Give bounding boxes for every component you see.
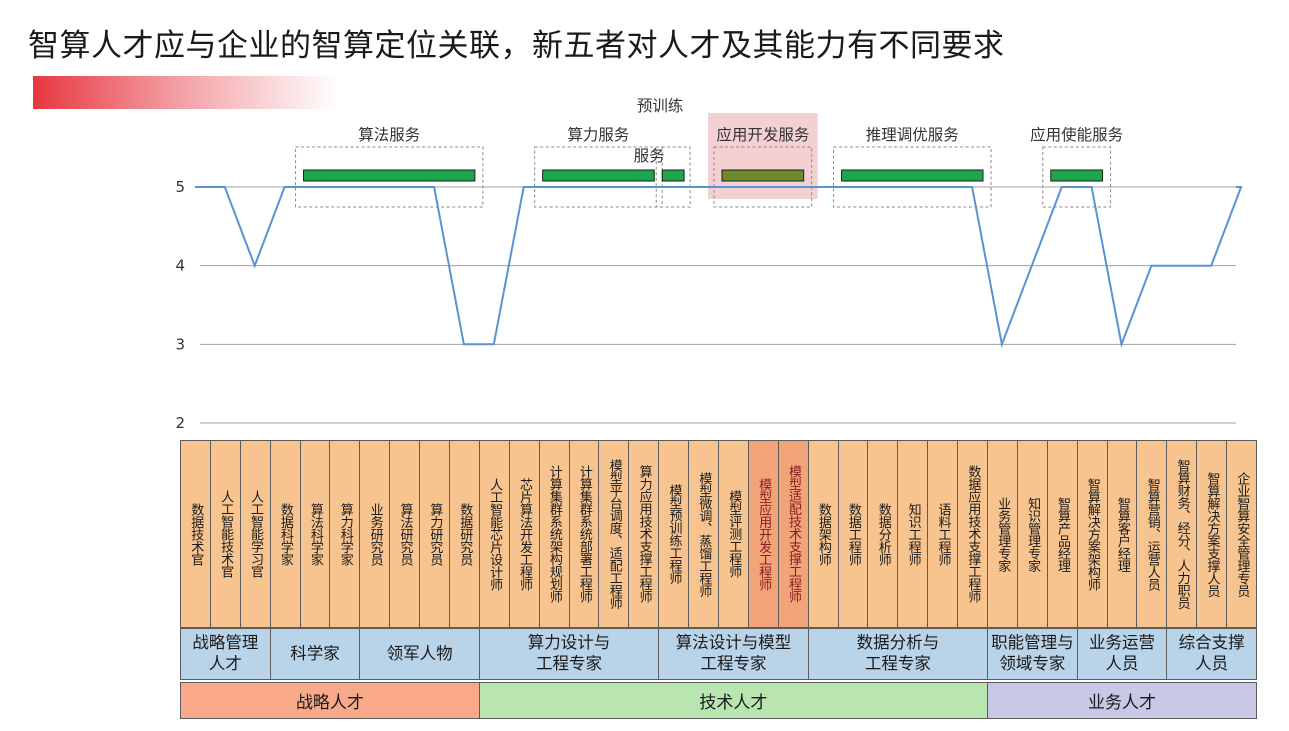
role-cell: 智算营销、运营人员: [1136, 440, 1168, 628]
role-cell: 智算解决方案架构师: [1076, 440, 1108, 628]
service-label: 预训练: [637, 97, 684, 115]
category-row: 战略人才 技术人才 业务人才: [180, 682, 1257, 719]
y-tick-label: 2: [175, 414, 185, 432]
role-cell: 计算集群系统部署工程师: [568, 440, 600, 628]
group-cell: 业务运营 人员: [1076, 628, 1168, 680]
service-label: 推理调优服务: [866, 126, 959, 144]
service-label: 算法服务: [358, 125, 420, 144]
role-cell: 智算产品经理: [1046, 440, 1078, 628]
role-cell: 模型微调、蒸馏工程师: [688, 440, 719, 628]
service-box: [1042, 146, 1112, 208]
role-cell: 计算集群系统架构规划师: [538, 440, 570, 628]
service-bar: [1050, 169, 1104, 182]
service-box: [655, 146, 691, 208]
role-cell: 数据分析师: [867, 440, 899, 628]
group-cell: 算法设计与模型 工程专家: [658, 628, 809, 680]
group-cell: 数据分析与 工程专家: [807, 628, 988, 680]
category-cell: 战略人才: [180, 682, 480, 719]
service-box: [833, 146, 992, 208]
role-cell: 数据应用技术支撑工程师: [957, 440, 988, 628]
y-axis-ticks: 2 3 4 5: [175, 178, 185, 432]
role-cell: 算力科学家: [329, 440, 361, 628]
service-box: [295, 146, 484, 208]
grid-lines: [200, 186, 1236, 424]
role-cell: 智算解决方案支撑人员: [1196, 440, 1228, 628]
page-title: 智算人才应与企业的智算定位关联，新五者对人才及其能力有不同要求: [28, 28, 1005, 64]
group-cell: 综合支撑 人员: [1166, 628, 1257, 680]
service-box: [713, 146, 813, 208]
service-bar: [303, 169, 476, 182]
y-tick-label: 5: [175, 178, 185, 196]
role-cell: 数据架构师: [807, 440, 839, 628]
role-cell: 模型适配技术支撑工程师: [777, 440, 809, 628]
highlight-layer: [708, 113, 818, 199]
series-line: [194, 186, 1243, 348]
role-cell: 算法科学家: [299, 440, 331, 628]
role-cell: 数据工程师: [837, 440, 869, 628]
role-cell: 数据研究员: [449, 440, 480, 628]
role-cell: 知识工程师: [897, 440, 929, 628]
role-cell: 人工智能芯片设计师: [478, 440, 510, 628]
service-label: 应用开发服务: [716, 125, 809, 144]
role-row: 数据技术官 人工智能技术官 人工智能学习官 数据科学家 算法科学家 算力科学家 业务研究员算…: [180, 440, 1257, 628]
service-bar: [721, 169, 805, 182]
role-cell: 算法研究员: [389, 440, 421, 628]
role-cell: 业务管理专家: [987, 440, 1018, 628]
title-accent-bar: [33, 76, 338, 109]
role-cell: 语料工程师: [927, 440, 959, 628]
role-cell: 业务研究员: [359, 440, 391, 628]
role-cell: 芯片算法开发工程师: [508, 440, 540, 628]
group-cell: 算力设计与 工程专家: [478, 628, 660, 680]
role-cell: 模型应用开发工程师: [747, 440, 779, 628]
role-cell: 企业智算安全管理专员: [1226, 440, 1257, 628]
group-cell: 领军人物: [359, 628, 480, 680]
service-highlight: [708, 113, 818, 199]
role-cell: 模型评测工程师: [718, 440, 749, 628]
service-label: 应用使能服务: [1030, 125, 1123, 144]
group-cell: 战略管理 人才: [180, 628, 271, 680]
service-bar: [542, 169, 655, 182]
role-cell: 人工智能技术官: [209, 440, 241, 628]
role-cell: 算力应用技术支撑工程师: [628, 440, 660, 628]
category-cell: 技术人才: [478, 682, 988, 719]
group-cell: 职能管理与 领域专家: [987, 628, 1078, 680]
group-row: 战略管理 人才 科学家 领军人物 算力设计与 工程专家 算法设计与模型 工程专家 数据分析…: [180, 628, 1257, 680]
role-cell: 数据技术官: [180, 440, 211, 628]
category-cell: 业务人才: [987, 682, 1257, 719]
service-bar: [661, 169, 685, 182]
role-cell: 模型平台调度、适配工程师: [598, 440, 630, 628]
role-cell: 智算客户经理: [1106, 440, 1138, 628]
service-bar: [841, 169, 984, 182]
role-cell: 人工智能学习官: [239, 440, 271, 628]
group-cell: 科学家: [269, 628, 361, 680]
role-cell: 知识管理专家: [1016, 440, 1048, 628]
y-tick-label: 4: [175, 257, 185, 275]
role-cell: 算力研究员: [419, 440, 450, 628]
service-label-line2: 服务: [634, 147, 665, 165]
role-cell: 智算财务、经分、人力职员: [1166, 440, 1198, 628]
y-tick-label: 3: [175, 335, 185, 353]
role-cell: 模型预训练工程师: [658, 440, 690, 628]
service-label: 算力服务: [567, 125, 629, 144]
role-cell: 数据科学家: [269, 440, 301, 628]
